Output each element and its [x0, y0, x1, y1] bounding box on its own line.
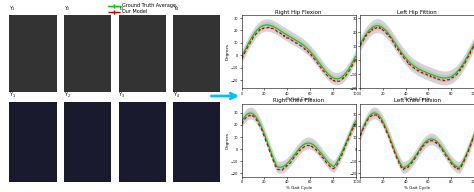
Text: $\hat{Y}_3$: $\hat{Y}_3$: [118, 89, 126, 100]
X-axis label: % Gait Cycle: % Gait Cycle: [404, 97, 430, 101]
Title: Left Hip Fittion: Left Hip Fittion: [397, 10, 437, 15]
Text: $\hat{Y}_4$: $\hat{Y}_4$: [173, 89, 180, 100]
Title: Right Hip Flexion: Right Hip Flexion: [275, 10, 322, 15]
Text: $Y_2$: $Y_2$: [64, 5, 71, 13]
Text: $Y_4$: $Y_4$: [173, 5, 180, 13]
Title: Left Knee Flexion: Left Knee Flexion: [393, 98, 441, 103]
Y-axis label: Degrees: Degrees: [226, 43, 229, 60]
X-axis label: % Gait Cycle: % Gait Cycle: [404, 185, 430, 190]
Y-axis label: Degrees: Degrees: [226, 132, 229, 149]
Text: $Y_1$: $Y_1$: [9, 5, 16, 13]
Title: Right Knee Flexion: Right Knee Flexion: [273, 98, 324, 103]
Legend: Ground Truth Average, Our Model: Ground Truth Average, Our Model: [107, 2, 177, 15]
Text: $Y_3$: $Y_3$: [118, 5, 125, 13]
Text: $\hat{Y}_2$: $\hat{Y}_2$: [64, 89, 71, 100]
Text: $\hat{Y}_1$: $\hat{Y}_1$: [9, 89, 17, 100]
X-axis label: % Gait Cycle: % Gait Cycle: [285, 97, 312, 101]
X-axis label: % Gait Cycle: % Gait Cycle: [285, 185, 312, 190]
